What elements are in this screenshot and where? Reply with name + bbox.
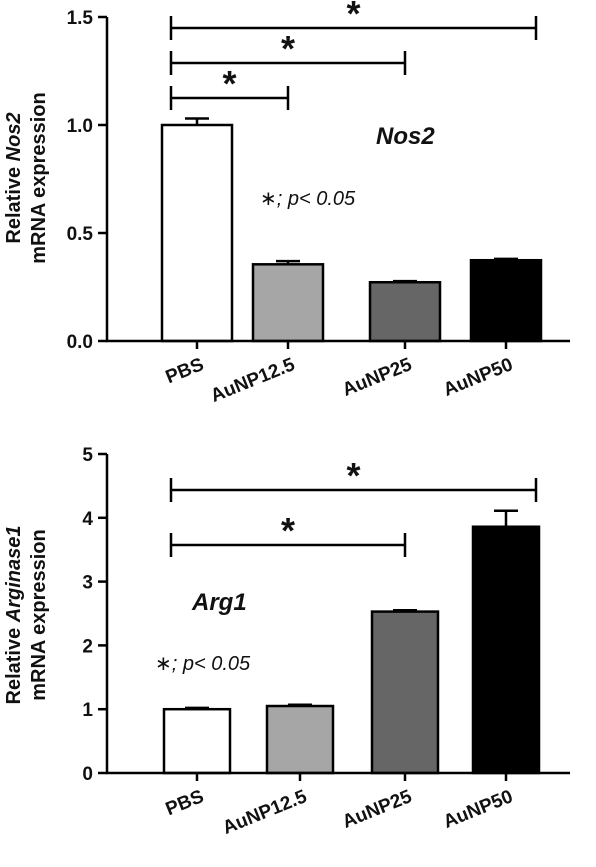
arg1-y-tick-label: 5 <box>82 445 93 466</box>
arg1-bar-aunp12-5 <box>265 704 335 775</box>
arg1-error-bars <box>185 509 518 710</box>
nos2-bar-aunp12-5 <box>251 263 325 343</box>
arg1-significance-star: * <box>346 455 360 496</box>
arg1-y-ticks: 0 1 2 3 4 5 <box>82 445 107 785</box>
nos2-significance-star: * <box>281 28 295 69</box>
arg1-y-tick-label: 3 <box>82 573 93 594</box>
nos2-bar-aunp25 <box>368 280 442 343</box>
arg1-y-tick-label: 2 <box>82 636 93 657</box>
nos2-x-tick-label: AuNP25 <box>339 354 415 401</box>
arg1-y-tick-label: 0 <box>82 764 93 785</box>
arg1-x-tick-label: AuNP25 <box>339 786 415 833</box>
nos2-y-axis-label-line2: mRNA expression <box>28 92 50 264</box>
nos2-y-tick-label: 1.0 <box>67 116 93 137</box>
nos2-x-tick-label: PBS <box>163 354 207 388</box>
arg1-x-tick-label: AuNP12.5 <box>220 786 311 839</box>
nos2-bars <box>160 123 543 343</box>
nos2-y-tick-label: 0.5 <box>67 224 94 245</box>
nos2-bar-aunp50 <box>469 258 543 343</box>
nos2-error-bars <box>185 117 518 283</box>
nos2-significance-star: * <box>222 63 236 104</box>
arg1-bar-pbs <box>162 707 232 775</box>
arg1-x-tick-label: PBS <box>163 786 207 820</box>
nos2-y-axis-label: Relative Nos2 <box>3 112 25 243</box>
nos2-bar-pbs <box>160 123 234 343</box>
arg1-significance-note: ∗; p< 0.05 <box>155 653 251 675</box>
nos2-x-tick-label: AuNP12.5 <box>208 354 299 407</box>
nos2-y-tick-label: 1.5 <box>67 8 94 29</box>
arg1-axes <box>105 454 570 775</box>
nos2-panel: 0.00.51.01.5 PBS AuNP12.5 AuNP25 AuNP50 ***… <box>3 0 570 407</box>
nos2-gene-label: Nos2 <box>376 123 435 150</box>
nos2-significance-note: ∗; p< 0.05 <box>260 188 356 210</box>
arg1-bar-aunp25 <box>370 610 440 775</box>
arg1-bar-aunp50 <box>471 525 541 775</box>
arg1-y-axis-label: Relative Arginase1 <box>3 526 25 705</box>
nos2-y-tick-label: 0.0 <box>67 332 93 353</box>
arg1-x-tick-label: AuNP50 <box>440 786 515 833</box>
arg1-y-tick-label: 1 <box>82 700 93 721</box>
arg1-bars <box>162 525 541 775</box>
nos2-axes <box>105 17 570 343</box>
nos2-significance-star: * <box>346 0 360 34</box>
nos2-significance-brackets: * * * <box>169 0 538 110</box>
arg1-significance-star: * <box>281 510 295 551</box>
arg1-y-tick-label: 4 <box>82 509 93 530</box>
nos2-x-tick-label: AuNP50 <box>440 354 515 401</box>
arg1-y-axis-label-line2: mRNA expression <box>28 529 50 701</box>
arg1-x-ticks: PBS AuNP12.5 AuNP25 AuNP50 <box>163 773 516 839</box>
arg1-significance-brackets: ** <box>169 455 538 557</box>
arg1-gene-label: Arg1 <box>191 589 247 616</box>
nos2-x-ticks: PBS AuNP12.5 AuNP25 AuNP50 <box>163 341 516 407</box>
nos2-y-ticks: 0.0 0.5 1.0 1.5 <box>67 8 107 353</box>
